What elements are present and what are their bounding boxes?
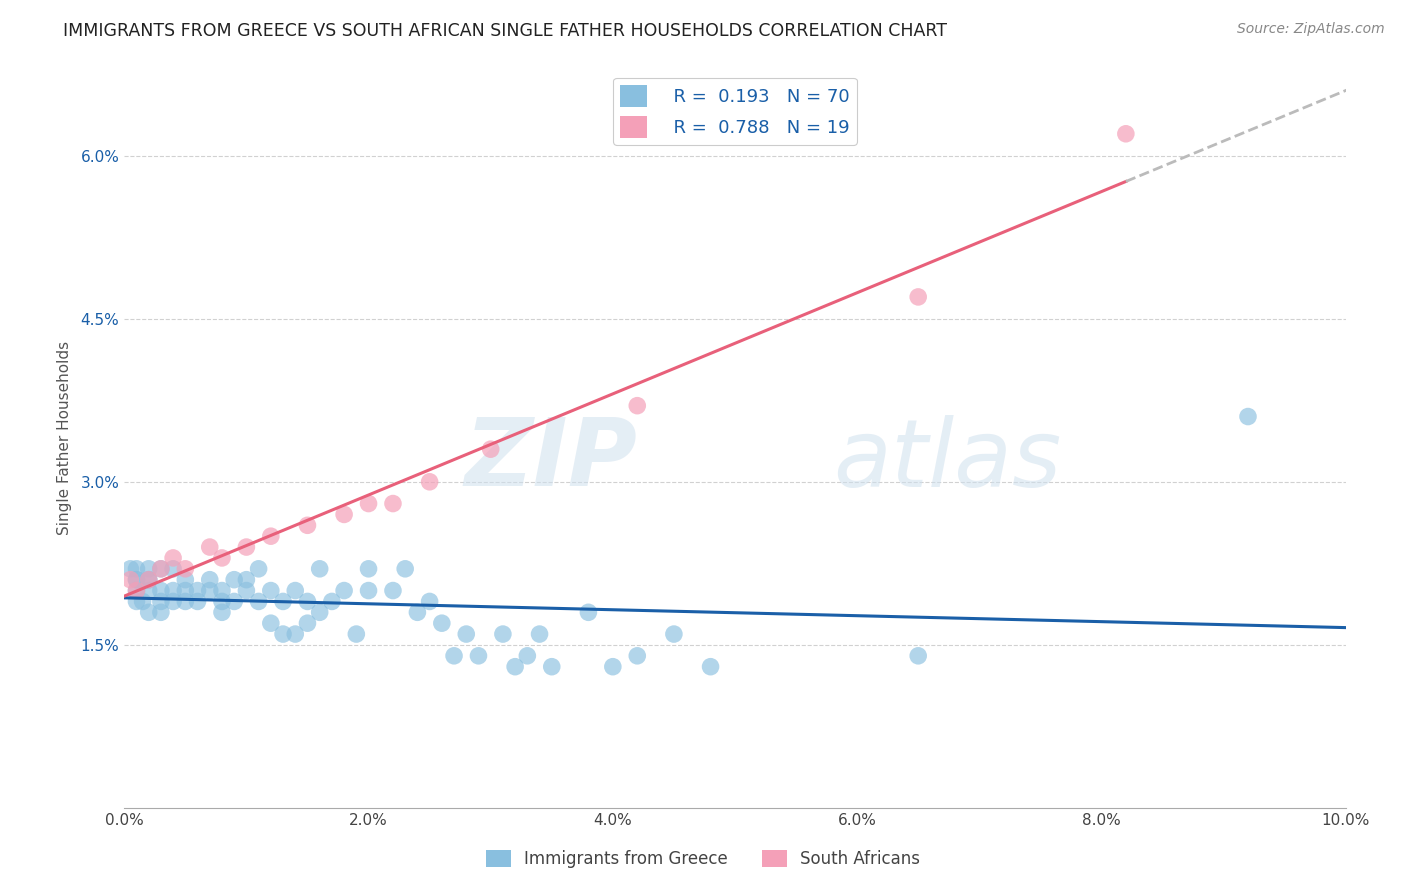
Point [602, 659, 624, 673]
Point [419, 594, 441, 608]
Point [131, 594, 153, 608]
Point [1115, 127, 1137, 141]
Point [125, 573, 148, 587]
Point [344, 627, 367, 641]
Point [503, 659, 526, 673]
Point [211, 605, 233, 619]
Point [138, 573, 160, 587]
Point [576, 605, 599, 619]
Point [357, 497, 380, 511]
Point [138, 583, 160, 598]
Point [174, 573, 197, 587]
Point [540, 659, 562, 673]
Legend: Immigrants from Greece, South Africans: Immigrants from Greece, South Africans [479, 843, 927, 875]
Legend:   R =  0.193   N = 70,   R =  0.788   N = 19: R = 0.193 N = 70, R = 0.788 N = 19 [613, 78, 856, 145]
Y-axis label: Single Father Households: Single Father Households [58, 342, 72, 535]
Point [271, 594, 294, 608]
Point [162, 583, 184, 598]
Point [138, 605, 160, 619]
Point [443, 648, 465, 663]
Point [492, 627, 515, 641]
Point [260, 616, 283, 631]
Point [224, 573, 246, 587]
Point [125, 573, 148, 587]
Point [699, 659, 721, 673]
Point [297, 594, 319, 608]
Point [321, 594, 343, 608]
Point [149, 562, 172, 576]
Point [211, 594, 233, 608]
Point [297, 518, 319, 533]
Point [247, 594, 270, 608]
Point [138, 573, 160, 587]
Point [1237, 409, 1260, 424]
Point [235, 583, 257, 598]
Point [271, 627, 294, 641]
Point [260, 583, 283, 598]
Point [419, 475, 441, 489]
Point [357, 583, 380, 598]
Point [174, 594, 197, 608]
Point [430, 616, 453, 631]
Point [138, 573, 160, 587]
Point [149, 562, 172, 576]
Point [381, 497, 404, 511]
Point [211, 550, 233, 565]
Point [120, 573, 142, 587]
Point [247, 562, 270, 576]
Point [626, 399, 648, 413]
Point [516, 648, 538, 663]
Text: Source: ZipAtlas.com: Source: ZipAtlas.com [1237, 22, 1385, 37]
Point [174, 583, 197, 598]
Point [406, 605, 429, 619]
Point [284, 583, 307, 598]
Point [284, 627, 307, 641]
Point [162, 550, 184, 565]
Point [235, 540, 257, 554]
Point [308, 605, 330, 619]
Point [125, 583, 148, 598]
Point [149, 605, 172, 619]
Point [198, 583, 221, 598]
Point [174, 562, 197, 576]
Point [456, 627, 478, 641]
Point [186, 583, 208, 598]
Text: ZIP: ZIP [464, 415, 637, 507]
Point [211, 583, 233, 598]
Point [162, 594, 184, 608]
Point [149, 583, 172, 598]
Point [120, 562, 142, 576]
Point [626, 648, 648, 663]
Point [125, 583, 148, 598]
Point [333, 508, 356, 522]
Point [198, 573, 221, 587]
Point [297, 616, 319, 631]
Point [198, 540, 221, 554]
Point [224, 594, 246, 608]
Point [186, 594, 208, 608]
Text: atlas: atlas [832, 415, 1062, 506]
Point [467, 648, 489, 663]
Point [125, 562, 148, 576]
Point [357, 562, 380, 576]
Point [149, 594, 172, 608]
Point [479, 442, 502, 457]
Point [907, 648, 929, 663]
Point [381, 583, 404, 598]
Point [907, 290, 929, 304]
Point [394, 562, 416, 576]
Point [529, 627, 551, 641]
Point [138, 562, 160, 576]
Point [662, 627, 685, 641]
Point [308, 562, 330, 576]
Point [235, 573, 257, 587]
Point [260, 529, 283, 543]
Point [125, 594, 148, 608]
Point [162, 562, 184, 576]
Text: IMMIGRANTS FROM GREECE VS SOUTH AFRICAN SINGLE FATHER HOUSEHOLDS CORRELATION CHA: IMMIGRANTS FROM GREECE VS SOUTH AFRICAN … [63, 22, 948, 40]
Point [333, 583, 356, 598]
